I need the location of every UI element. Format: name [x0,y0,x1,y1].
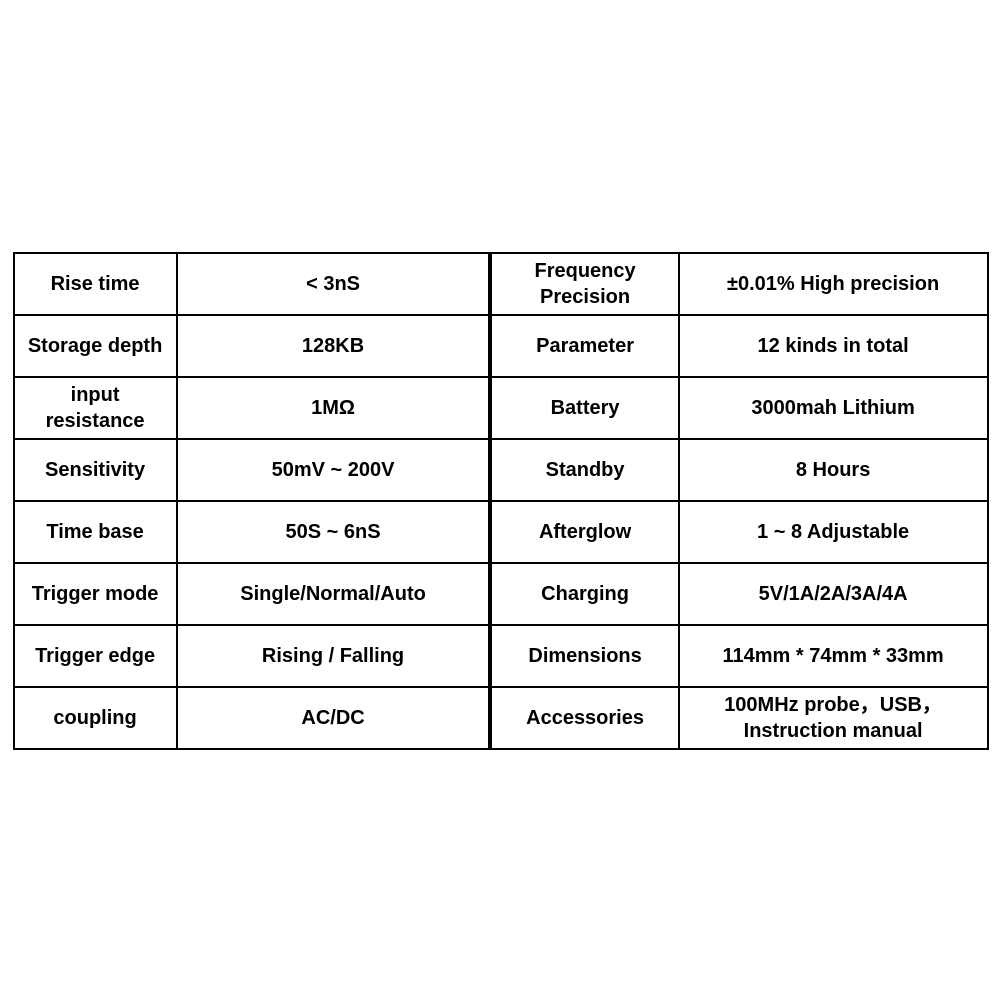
spec-label: Afterglow [490,501,678,563]
table-body: Rise time < 3nS Frequency Precision ±0.0… [14,253,988,749]
spec-label: Storage depth [14,315,177,377]
table-row: Trigger mode Single/Normal/Auto Charging… [14,563,988,625]
spec-label: Parameter [490,315,678,377]
spec-value: 1 ~ 8 Adjustable [679,501,988,563]
spec-value: ±0.01% High precision [679,253,988,315]
spec-value: Single/Normal/Auto [177,563,491,625]
spec-value: Rising / Falling [177,625,491,687]
spec-value: 50S ~ 6nS [177,501,491,563]
table-row: Sensitivity 50mV ~ 200V Standby 8 Hours [14,439,988,501]
table-row: coupling AC/DC Accessories 100MHz probe，… [14,687,988,749]
spec-value: 12 kinds in total [679,315,988,377]
spec-label: Rise time [14,253,177,315]
spec-value: 114mm * 74mm * 33mm [679,625,988,687]
table-row: Rise time < 3nS Frequency Precision ±0.0… [14,253,988,315]
table-row: Time base 50S ~ 6nS Afterglow 1 ~ 8 Adju… [14,501,988,563]
spec-value: 8 Hours [679,439,988,501]
spec-value: 100MHz probe，USB，Instruction manual [679,687,988,749]
spec-value: < 3nS [177,253,491,315]
table-row: Storage depth 128KB Parameter 12 kinds i… [14,315,988,377]
specifications-table: Rise time < 3nS Frequency Precision ±0.0… [13,252,989,750]
spec-label: Time base [14,501,177,563]
spec-label: Trigger mode [14,563,177,625]
spec-label: Dimensions [490,625,678,687]
spec-value: 3000mah Lithium [679,377,988,439]
spec-label: Trigger edge [14,625,177,687]
spec-label: Battery [490,377,678,439]
spec-value: 1MΩ [177,377,491,439]
spec-value: AC/DC [177,687,491,749]
spec-label: Standby [490,439,678,501]
spec-label: Charging [490,563,678,625]
spec-value: 5V/1A/2A/3A/4A [679,563,988,625]
spec-label: Frequency Precision [490,253,678,315]
spec-label: coupling [14,687,177,749]
table-row: Trigger edge Rising / Falling Dimensions… [14,625,988,687]
table-row: input resistance 1MΩ Battery 3000mah Lit… [14,377,988,439]
spec-label: input resistance [14,377,177,439]
spec-value: 50mV ~ 200V [177,439,491,501]
spec-label: Sensitivity [14,439,177,501]
spec-label: Accessories [490,687,678,749]
spec-value: 128KB [177,315,491,377]
